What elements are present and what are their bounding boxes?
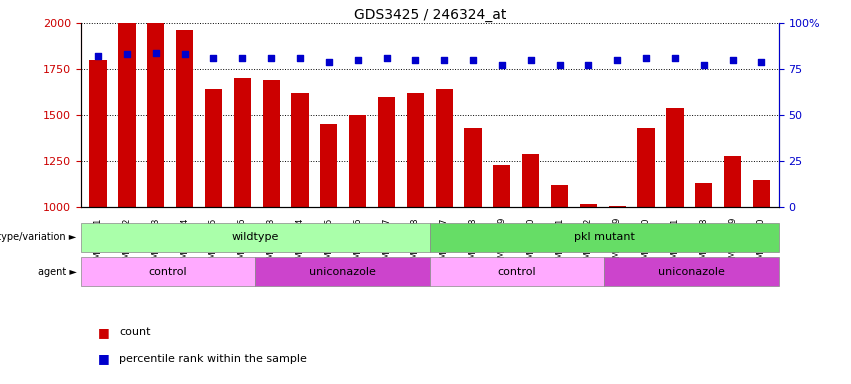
Bar bbox=[81, 257, 255, 286]
Bar bbox=[349, 115, 366, 207]
Bar bbox=[378, 97, 395, 207]
Text: ■: ■ bbox=[98, 326, 110, 339]
Point bbox=[581, 62, 595, 68]
Point bbox=[639, 55, 653, 61]
Text: count: count bbox=[119, 327, 151, 337]
Bar bbox=[320, 124, 338, 207]
Point bbox=[408, 57, 422, 63]
Bar bbox=[255, 257, 430, 286]
Point bbox=[552, 62, 566, 68]
Point bbox=[265, 55, 278, 61]
Point bbox=[236, 55, 249, 61]
Text: control: control bbox=[498, 266, 536, 277]
Text: wildtype: wildtype bbox=[231, 232, 279, 242]
Point bbox=[610, 57, 624, 63]
Point bbox=[207, 55, 220, 61]
Text: control: control bbox=[149, 266, 187, 277]
Bar bbox=[637, 128, 654, 207]
Bar bbox=[551, 185, 568, 207]
Bar bbox=[147, 23, 164, 207]
Bar bbox=[522, 154, 540, 207]
Bar bbox=[666, 108, 683, 207]
Point bbox=[91, 53, 105, 59]
Text: ■: ■ bbox=[98, 353, 110, 366]
Point bbox=[524, 57, 538, 63]
Bar bbox=[436, 89, 453, 207]
Bar bbox=[465, 128, 482, 207]
Bar bbox=[604, 257, 779, 286]
Bar bbox=[430, 257, 604, 286]
Point bbox=[380, 55, 393, 61]
Bar bbox=[608, 205, 625, 207]
Point bbox=[668, 55, 682, 61]
Bar bbox=[494, 165, 511, 207]
Point bbox=[726, 57, 740, 63]
Bar bbox=[724, 156, 741, 207]
Point bbox=[697, 62, 711, 68]
Text: percentile rank within the sample: percentile rank within the sample bbox=[119, 354, 307, 364]
Point bbox=[322, 59, 335, 65]
Bar bbox=[262, 80, 280, 207]
Text: genotype/variation ►: genotype/variation ► bbox=[0, 232, 77, 242]
Bar bbox=[430, 223, 779, 252]
Point bbox=[755, 59, 768, 65]
Bar bbox=[753, 180, 770, 207]
Bar bbox=[291, 93, 309, 207]
Point bbox=[351, 57, 364, 63]
Point bbox=[437, 57, 451, 63]
Text: uniconazole: uniconazole bbox=[658, 266, 725, 277]
Bar bbox=[89, 60, 106, 207]
Text: uniconazole: uniconazole bbox=[309, 266, 376, 277]
Point bbox=[178, 51, 191, 58]
Point bbox=[495, 62, 509, 68]
Bar bbox=[81, 223, 430, 252]
Title: GDS3425 / 246324_at: GDS3425 / 246324_at bbox=[353, 8, 506, 22]
Point bbox=[466, 57, 480, 63]
Bar bbox=[234, 78, 251, 207]
Bar bbox=[407, 93, 424, 207]
Text: pkl mutant: pkl mutant bbox=[574, 232, 635, 242]
Bar bbox=[205, 89, 222, 207]
Bar bbox=[580, 204, 597, 207]
Bar bbox=[176, 30, 193, 207]
Point bbox=[149, 50, 163, 56]
Point bbox=[294, 55, 307, 61]
Text: agent ►: agent ► bbox=[37, 266, 77, 277]
Bar bbox=[118, 23, 135, 207]
Bar bbox=[695, 184, 712, 207]
Point bbox=[120, 51, 134, 58]
